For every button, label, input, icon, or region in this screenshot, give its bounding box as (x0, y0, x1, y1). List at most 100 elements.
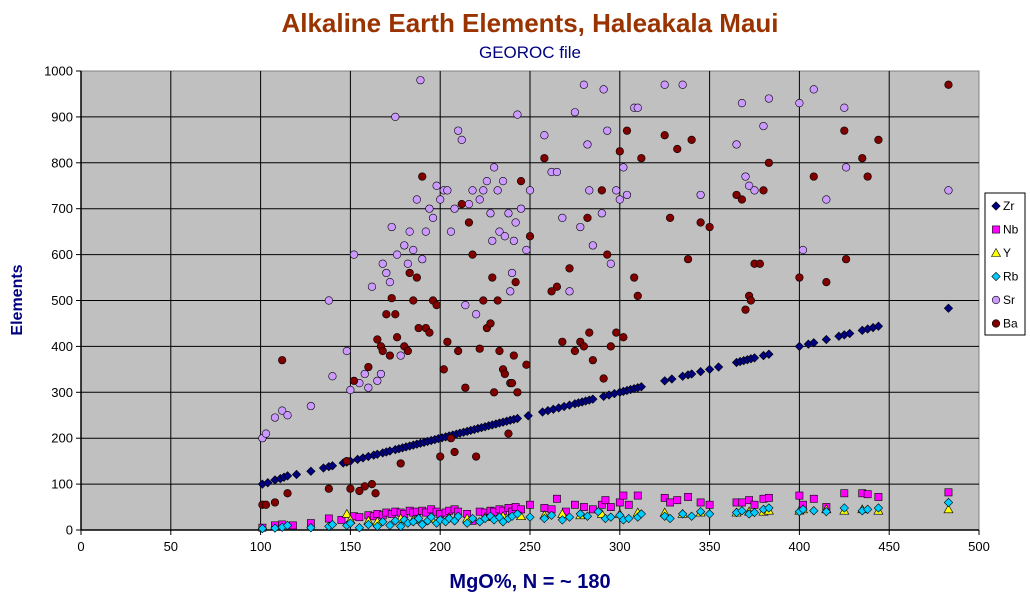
data-point-nb (809, 494, 818, 503)
data-point-ba (874, 135, 883, 144)
data-point-sr (633, 103, 642, 112)
data-point-sr (432, 181, 441, 190)
data-point-ba (522, 360, 531, 369)
data-point-sr (454, 126, 463, 135)
data-point-ba (665, 213, 675, 222)
data-point-ba (392, 333, 402, 342)
data-point-zr (327, 461, 338, 471)
data-point-ba (346, 484, 355, 493)
x-tick-label: 450 (878, 539, 900, 554)
legend-label-nb: Nb (1003, 223, 1019, 237)
data-point-nb (570, 500, 579, 509)
data-point-ba (540, 154, 549, 163)
data-point-ba (746, 296, 756, 305)
data-point-ba (603, 250, 612, 259)
data-point-sr (737, 99, 747, 108)
data-point-ba (349, 376, 359, 385)
data-point-sr (283, 411, 292, 420)
data-point-sr (522, 245, 531, 255)
legend-marker-rb (991, 271, 1001, 282)
data-point-sr (387, 222, 396, 232)
data-series (257, 76, 954, 534)
legend-box (984, 192, 1026, 336)
data-point-nb (738, 498, 746, 507)
data-point-sr (472, 310, 481, 319)
data-point-rb (354, 523, 365, 533)
data-point-rb (582, 511, 593, 521)
data-point-sr (622, 190, 632, 200)
data-point-ba (425, 328, 434, 337)
data-point-ba (472, 452, 481, 461)
y-tick-label: 0 (66, 523, 73, 538)
data-point-ba (403, 346, 412, 356)
data-point-zr (588, 394, 598, 404)
data-point-sr (488, 236, 497, 245)
data-point-ba (486, 319, 495, 328)
data-point-ba (489, 388, 499, 397)
data-point-sr (278, 406, 287, 415)
data-point-ba (741, 305, 750, 314)
data-point-rb (593, 507, 603, 517)
data-point-sr (507, 268, 517, 278)
data-point-ba (507, 379, 517, 388)
data-point-ba (585, 328, 594, 337)
data-point-sr (486, 209, 495, 218)
data-point-sr (495, 227, 504, 236)
data-point-zr (809, 338, 819, 348)
x-tick-label: 50 (164, 539, 178, 554)
x-tick-label: 250 (519, 539, 541, 554)
data-point-ba (513, 388, 522, 397)
data-point-sr (606, 259, 615, 268)
gridlines (81, 71, 979, 530)
data-point-zr (749, 353, 760, 363)
data-point-sr (421, 227, 430, 236)
data-point-ba (630, 273, 639, 282)
y-tick-label: 1000 (44, 64, 73, 79)
data-point-ba (673, 144, 682, 154)
data-point-ba (637, 154, 646, 163)
data-point-ba (732, 190, 741, 200)
data-point-nb (666, 498, 674, 507)
data-point-rb (737, 506, 747, 516)
y-tick-label: 300 (51, 385, 73, 400)
data-point-rb (704, 509, 715, 519)
data-point-ba (436, 452, 445, 461)
legend-label-ba: Ba (1003, 317, 1018, 331)
data-point-sr (446, 227, 456, 236)
data-point-zr (523, 411, 533, 421)
x-axis-title: MgO%, N = ~ 180 (449, 571, 610, 593)
data-point-rb (764, 503, 774, 513)
data-point-ba (405, 268, 414, 278)
data-point-ba (615, 147, 624, 156)
data-point-nb (619, 491, 628, 500)
data-point-rb (385, 520, 395, 531)
data-point-ba (364, 362, 373, 372)
data-point-rb (396, 521, 406, 531)
data-point-ba (525, 232, 535, 241)
data-point-sr (396, 351, 405, 360)
data-point-ba (755, 259, 764, 268)
data-point-nb (764, 493, 773, 502)
data-point-ba (385, 351, 395, 360)
data-point-sr (428, 213, 438, 222)
data-point-ba (858, 154, 867, 163)
data-point-ba (570, 346, 580, 356)
data-point-ba (764, 158, 773, 167)
x-tick-label: 300 (609, 539, 631, 554)
data-point-ba (795, 273, 804, 282)
data-point-ba (500, 369, 509, 379)
data-point-ba (371, 489, 380, 498)
y-tick-label: 100 (51, 477, 73, 492)
data-point-rb (798, 504, 808, 514)
data-point-zr (764, 349, 774, 359)
data-point-ba (461, 383, 470, 392)
data-point-sr (525, 186, 535, 195)
data-point-ba (355, 486, 364, 496)
data-point-sr (509, 236, 518, 245)
data-point-sr (493, 186, 502, 195)
data-point-sr (795, 99, 804, 108)
data-point-ba (439, 365, 448, 374)
data-point-ba (809, 172, 818, 181)
data-point-sr (403, 259, 412, 268)
data-point-sr (475, 195, 484, 204)
